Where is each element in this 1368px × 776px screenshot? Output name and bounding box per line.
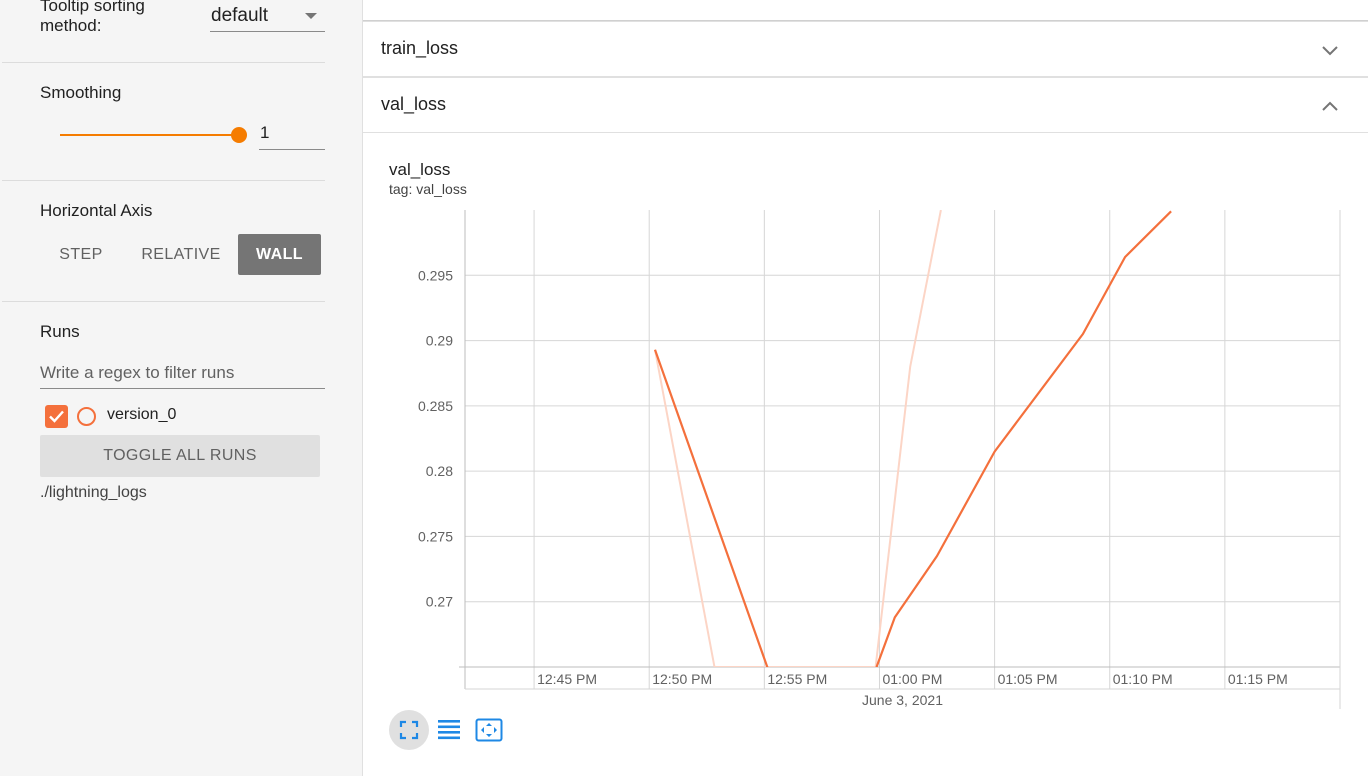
run-name: version_0: [107, 406, 177, 423]
x-axis-label: June 3, 2021: [862, 692, 943, 708]
x-tick-label: 12:55 PM: [767, 671, 827, 687]
smoothing-slider-thumb[interactable]: [231, 127, 247, 143]
fit-domain-button[interactable]: [469, 710, 509, 750]
y-tick-label: 0.28: [426, 463, 453, 479]
run-color-swatch[interactable]: [77, 407, 96, 426]
chevron-up-icon[interactable]: [1320, 96, 1340, 116]
axis-step-button[interactable]: STEP: [59, 245, 103, 263]
pane-title: train_loss: [381, 38, 459, 58]
main-panel: train_loss val_loss val_loss tag: val_lo…: [363, 0, 1368, 776]
smoothing-label: Smoothing: [40, 83, 122, 102]
runs-filter-placeholder: Write a regex to filter runs: [40, 363, 235, 382]
y-tick-label: 0.295: [418, 267, 453, 283]
log-scale-button[interactable]: [429, 710, 469, 750]
y-tick-label: 0.275: [418, 528, 453, 544]
y-tick-label: 0.285: [418, 398, 453, 414]
chevron-down-icon[interactable]: [1320, 40, 1340, 60]
smoothing-input[interactable]: 1: [259, 118, 325, 150]
x-tick-label: 01:05 PM: [998, 671, 1058, 687]
fit-domain-icon: [475, 718, 503, 742]
axis-relative-button[interactable]: RELATIVE: [141, 245, 221, 263]
pane-header-val-loss[interactable]: val_loss: [363, 77, 1368, 133]
previous-pane-header[interactable]: [363, 0, 1368, 21]
divider: [2, 62, 325, 63]
chart-card-title: val_loss: [389, 160, 451, 179]
x-tick-label: 12:45 PM: [537, 671, 597, 687]
dropdown-arrow-icon: [305, 13, 317, 19]
x-tick-label: 12:50 PM: [652, 671, 712, 687]
tooltip-sorting-value: default: [211, 5, 269, 26]
y-tick-label: 0.29: [426, 333, 453, 349]
raw-series-line: [654, 210, 942, 667]
run-checkbox[interactable]: [45, 405, 68, 428]
x-tick-label: 01:10 PM: [1113, 671, 1173, 687]
pane-title: val_loss: [381, 94, 447, 114]
smoothing-slider-track[interactable]: [60, 134, 240, 136]
runs-filter-input[interactable]: Write a regex to filter runs: [40, 358, 325, 389]
chart-grid: [465, 210, 1340, 689]
logdir-label: ./lightning_logs: [40, 484, 147, 501]
check-icon: [49, 410, 64, 423]
tooltip-sorting-select[interactable]: default: [210, 2, 325, 32]
chart-series: [653, 210, 1172, 667]
pane-header-train-loss[interactable]: train_loss: [363, 21, 1368, 77]
y-tick-label: 0.27: [426, 594, 453, 610]
fullscreen-icon: [399, 720, 419, 740]
log-scale-icon: [438, 720, 460, 740]
chart-axes: 0.27 0.275 0.28 0.285 0.29 0.295 12:45 PM 12:50…: [418, 210, 1341, 709]
tooltip-sorting-label: Tooltip sorting method:: [40, 0, 145, 35]
x-tick-label: 01:00 PM: [882, 671, 942, 687]
sidebar: Tooltip sorting method: default Smoothin…: [0, 0, 363, 776]
toggle-all-runs-button[interactable]: TOGGLE ALL RUNS: [40, 435, 320, 477]
horizontal-axis-label: Horizontal Axis: [40, 201, 153, 220]
x-tick-label: 01:15 PM: [1228, 671, 1288, 687]
chart-card-tag: tag: val_loss: [389, 181, 467, 197]
val-loss-chart[interactable]: 0.27 0.275 0.28 0.285 0.29 0.295 12:45 PM 12:50…: [363, 0, 1368, 776]
smoothing-value: 1: [260, 123, 270, 142]
smoothed-series-line: [653, 210, 1172, 667]
divider: [2, 301, 325, 302]
fullscreen-button[interactable]: [389, 710, 429, 750]
runs-label: Runs: [40, 322, 80, 341]
divider: [2, 180, 325, 181]
axis-wall-button[interactable]: WALL: [238, 234, 321, 275]
